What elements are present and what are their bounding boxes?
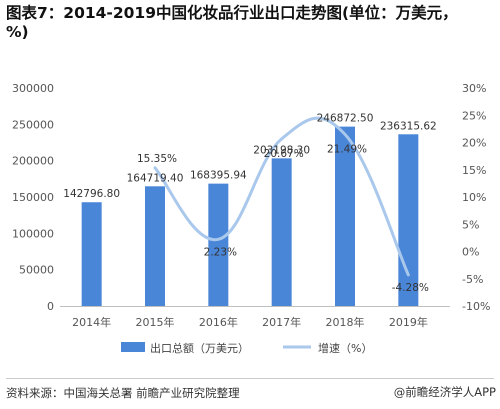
right-tick-label: -10% xyxy=(462,300,490,313)
right-tick-label: 15% xyxy=(462,164,486,177)
left-tick-label: 300000 xyxy=(12,82,54,95)
line-series xyxy=(153,116,410,277)
right-tick-label: 25% xyxy=(462,109,486,122)
bar-value-label: 168395.94 xyxy=(190,170,247,182)
bar-value-label: 236315.62 xyxy=(380,120,437,132)
bar-value-label: 164719.40 xyxy=(127,172,184,184)
source-note: 资料来源：中国海关总署 前瞻产业研究院整理 xyxy=(6,378,494,401)
growth-value-label: 21.49% xyxy=(327,143,367,155)
left-tick-label: 0 xyxy=(47,300,54,313)
x-tick-label: 2016年 xyxy=(199,315,238,329)
legend-line-label: 增速（%） xyxy=(318,341,372,355)
bar-value-label: 142796.80 xyxy=(63,188,120,200)
right-tick-label: 10% xyxy=(462,191,486,204)
bar xyxy=(271,158,292,306)
left-tick-label: 200000 xyxy=(12,155,54,168)
bar xyxy=(398,134,419,306)
bar-value-label: 246872.50 xyxy=(317,113,374,125)
growth-value-label: -4.28% xyxy=(392,282,429,294)
left-tick-label: 50000 xyxy=(19,264,54,277)
data-labels: 142796.80 164719.40 168395.94 203198.30 2468… xyxy=(63,113,436,294)
growth-value-label: 20.67% xyxy=(264,148,304,160)
x-axis-ticks: 2014年 2015年 2016年 2017年 2018年 2019年 xyxy=(72,315,428,329)
chart-title: 图表7：2014-2019中国化妆品行业出口走势图(单位：万美元，%) xyxy=(6,4,458,41)
right-tick-label: -5% xyxy=(462,273,483,286)
x-tick-label: 2019年 xyxy=(389,315,428,329)
bar-series xyxy=(81,126,419,306)
x-tick-label: 2017年 xyxy=(262,315,301,329)
right-axis-ticks: -10% -5% 0% 5% 10% 15% 20% 25% 30% xyxy=(462,82,490,313)
right-tick-label: 30% xyxy=(462,82,486,95)
x-tick-label: 2018年 xyxy=(326,315,365,329)
bar xyxy=(335,126,355,306)
left-axis-ticks: 0 50000 100000 150000 200000 250000 300000 xyxy=(12,82,54,313)
x-tick-label: 2015年 xyxy=(136,315,175,329)
growth-line xyxy=(153,116,410,277)
bar xyxy=(208,183,229,306)
bar xyxy=(81,202,102,306)
right-tick-label: 0% xyxy=(462,246,479,259)
x-tick-label: 2014年 xyxy=(72,315,111,329)
growth-value-label: 15.35% xyxy=(137,153,177,165)
left-tick-label: 150000 xyxy=(12,191,54,204)
growth-value-label: 2.23% xyxy=(204,246,237,258)
legend: 出口总额（万美元） 增速（%） xyxy=(121,341,372,355)
left-tick-label: 100000 xyxy=(12,227,54,240)
right-tick-label: 20% xyxy=(462,137,486,150)
legend-bar-swatch xyxy=(121,342,145,352)
bar xyxy=(145,186,165,306)
bar-value-label: 203198.30 xyxy=(253,144,310,156)
left-tick-label: 250000 xyxy=(12,118,54,131)
legend-bar-label: 出口总额（万美元） xyxy=(150,341,249,355)
right-tick-label: 5% xyxy=(462,218,479,231)
brand-watermark: @前瞻经济学人APP xyxy=(393,385,496,399)
